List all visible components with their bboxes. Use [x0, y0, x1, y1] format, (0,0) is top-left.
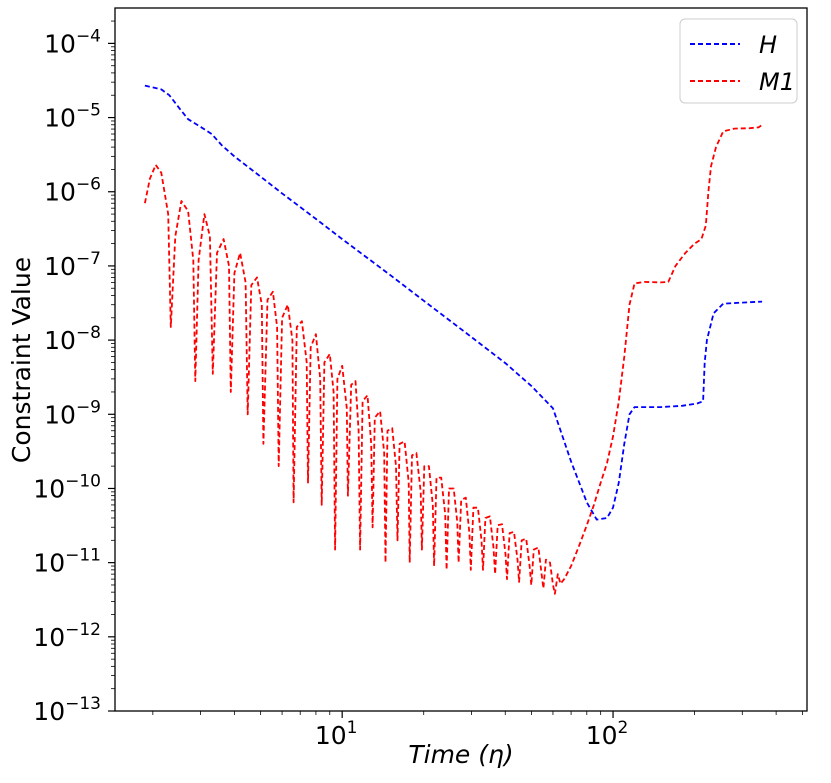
y-tick-label: 10−5	[44, 101, 101, 133]
x-axis-label-symbol: η	[488, 740, 504, 769]
series-line-m1	[144, 124, 763, 595]
tick-layer: 10−13 10−12 10−11 10−10 10−9 10−8 10−7 10−6 10−5…	[33, 20, 803, 750]
y-tick-label: 10−6	[44, 175, 101, 207]
legend-label-h: H	[759, 31, 777, 59]
legend-label-m1: M1	[759, 68, 795, 96]
y-tick-label: 10−7	[44, 249, 101, 281]
y-tick-label: 10−4	[44, 26, 101, 58]
y-axis-label: Constraint Value	[7, 257, 36, 463]
y-tick-label: 10−12	[33, 620, 101, 652]
y-tick-label: 10−11	[33, 546, 101, 578]
x-axis-label: Time (η)	[408, 740, 513, 769]
y-tick-label: 10−9	[44, 397, 101, 429]
plot-frame	[114, 7, 808, 712]
series-layer	[144, 84, 763, 595]
y-tick-label: 10−8	[44, 323, 101, 355]
x-tick-label: 101	[315, 718, 358, 750]
y-tick-label: 10−10	[33, 471, 101, 503]
x-tick-label: 102	[586, 718, 629, 750]
plot-background	[115, 8, 807, 711]
x-axis-label-prefix: Time (	[408, 740, 489, 769]
series-line-h	[144, 84, 763, 521]
x-axis-label-suffix: )	[502, 740, 514, 769]
y-tick-label: 10−13	[33, 694, 101, 726]
legend: H M1	[679, 18, 798, 104]
